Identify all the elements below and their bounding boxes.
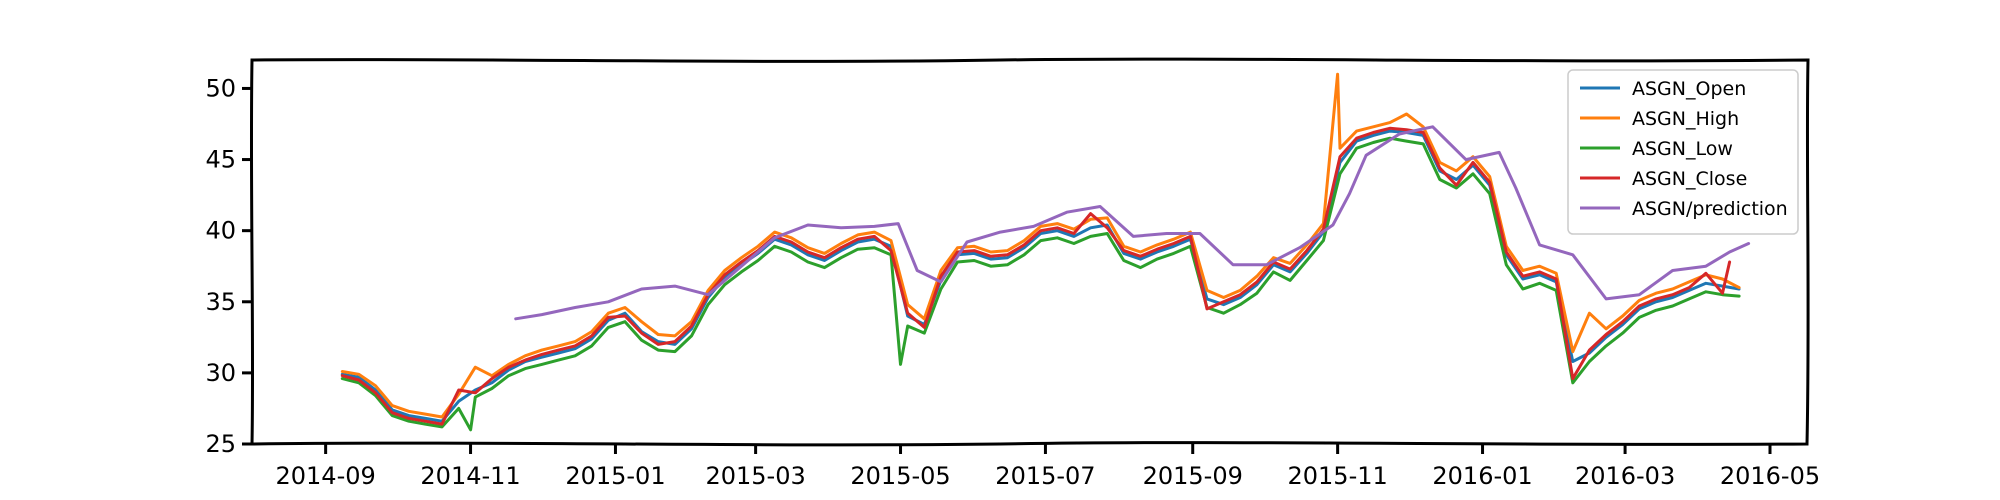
x-tick-label: 2015-11	[1287, 462, 1387, 490]
x-tick-label: 2014-09	[276, 462, 376, 490]
legend-label: ASGN_Close	[1632, 168, 1747, 190]
y-tick-label: 30	[205, 359, 236, 387]
legend-label: ASGN_Low	[1632, 138, 1733, 160]
legend-label: ASGN/prediction	[1632, 198, 1788, 220]
legend: ASGN_Open ASGN_High ASGN_Low ASGN_Close ASGN…	[1567, 69, 1799, 235]
series-line-asgn-high	[340, 72, 1741, 419]
y-tick-label: 45	[205, 146, 236, 174]
x-tick-label: 2016-05	[1720, 462, 1820, 490]
y-tick-label: 25	[205, 430, 236, 458]
legend-label: ASGN_High	[1632, 108, 1739, 130]
y-tick-label: 40	[205, 217, 236, 245]
x-axis: 2014-09 2014-11 2015-01 2015-03 2015-05 2015-…	[276, 444, 1820, 490]
series-line-asgn-close	[340, 126, 1732, 426]
x-tick-label: 2015-05	[850, 462, 950, 490]
x-tick-label: 2015-07	[995, 462, 1095, 490]
x-tick-label: 2015-09	[1143, 462, 1243, 490]
series-line-asgn-prediction	[514, 125, 1751, 321]
x-tick-label: 2016-03	[1575, 462, 1675, 490]
series-layer	[340, 72, 1751, 432]
x-tick-label: 2015-03	[705, 462, 805, 490]
y-tick-label: 35	[205, 288, 236, 316]
legend-box	[1567, 69, 1799, 235]
legend-label: ASGN_Open	[1632, 78, 1746, 100]
x-tick-label: 2014-11	[420, 462, 520, 490]
series-line-asgn-open	[340, 129, 1741, 423]
x-tick-label: 2016-01	[1432, 462, 1532, 490]
plot-frame	[249, 57, 1810, 447]
y-axis: 25 30 35 40 45 50	[205, 74, 252, 458]
x-tick-label: 2015-01	[565, 462, 665, 490]
y-tick-label: 50	[205, 74, 236, 102]
series-line-asgn-low	[340, 136, 1741, 432]
